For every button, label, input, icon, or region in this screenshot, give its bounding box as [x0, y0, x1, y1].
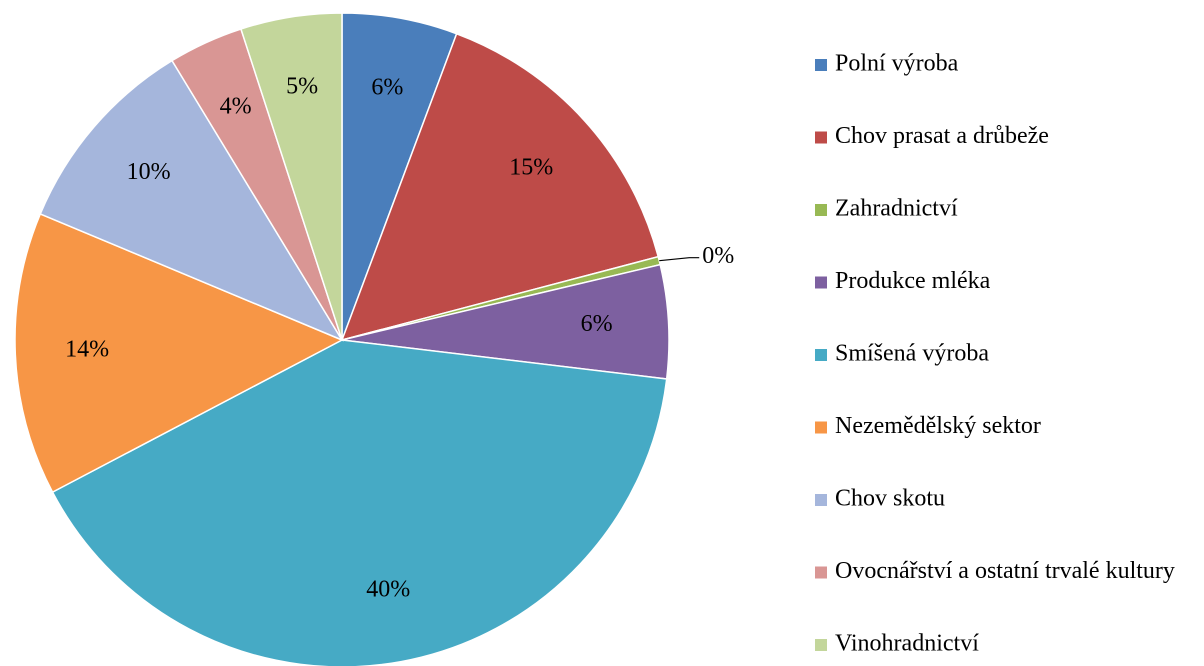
pie-slice [340, 32, 660, 342]
legend-label: Polní výroba [835, 51, 959, 77]
data-label: 15% [509, 154, 553, 180]
legend-swatch [815, 421, 827, 434]
data-label: 6% [371, 75, 403, 101]
legend-swatch [815, 566, 827, 579]
pie-slice [39, 59, 344, 342]
legend-swatch [815, 59, 827, 71]
data-label: 40% [366, 576, 410, 602]
legend-label: Vinohradnictví [835, 631, 979, 657]
legend-swatch [815, 276, 827, 289]
legend-swatch [815, 494, 827, 506]
leader-line [659, 257, 700, 262]
legend-swatch [815, 639, 827, 651]
pie-slice [14, 212, 344, 494]
legend-label: Chov prasat a drůbeže [835, 123, 1049, 149]
legend-label: Nezemědělský sektor [835, 413, 1041, 439]
data-label: 5% [286, 74, 318, 100]
legend-label: Produkce mléka [835, 268, 991, 294]
data-label: 4% [220, 94, 252, 120]
legend-swatch [815, 349, 827, 361]
legend-label: Zahradnictví [835, 196, 958, 222]
data-label: 6% [581, 311, 613, 337]
legend-label: Chov skotu [835, 486, 945, 512]
data-label: 14% [65, 337, 109, 363]
data-label: 0% [702, 243, 734, 269]
legend-label: Ovocnářství a ostatní trvalé kultury [835, 558, 1175, 584]
legend-swatch [815, 204, 827, 216]
pie-slice [240, 12, 343, 341]
pie-slice [51, 339, 668, 666]
legend-label: Smíšená výroba [835, 341, 989, 367]
data-label: 10% [127, 159, 171, 185]
legend-swatch [815, 131, 827, 144]
